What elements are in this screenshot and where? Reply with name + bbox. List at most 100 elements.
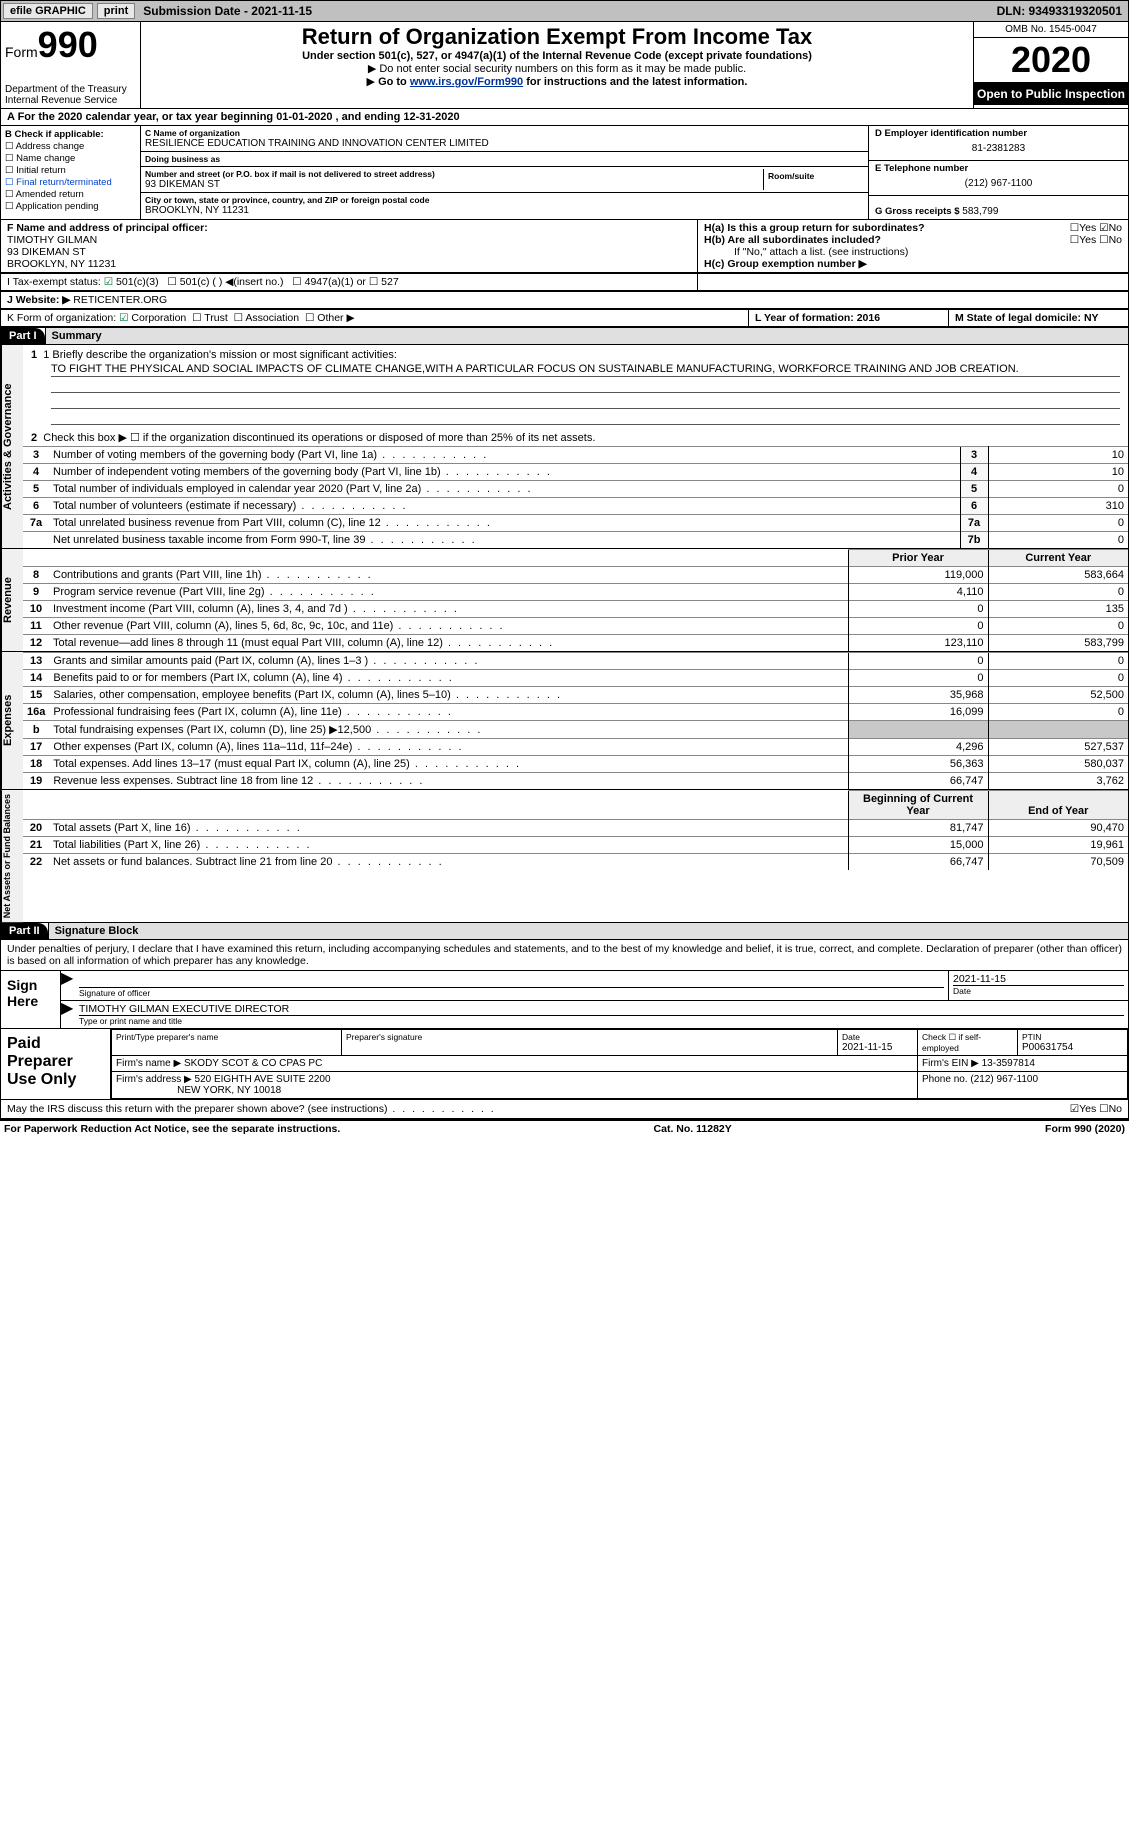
phone-label: E Telephone number [875,163,1122,174]
chk-501c[interactable]: 501(c) ( ) ◀(insert no.) [167,276,283,288]
sign-here-row: Sign Here ▶ Signature of officer 2021-11… [1,970,1128,1028]
tax-exempt-label: I Tax-exempt status: [7,276,101,288]
vlabel-governance: Activities & Governance [1,345,23,548]
chk-other[interactable]: Other ▶ [305,312,355,324]
chk-4947[interactable]: 4947(a)(1) or [292,276,366,288]
firm-ein: 13-3597814 [982,1058,1035,1069]
hb-note: If "No," attach a list. (see instruction… [704,246,1122,258]
table-row: 6 Total number of volunteers (estimate i… [23,498,1128,515]
form-number: 990 [38,24,98,65]
chk-trust[interactable]: Trust [192,312,228,324]
chk-amended[interactable]: Amended return [5,189,136,200]
table-row: b Total fundraising expenses (Part IX, c… [23,721,1128,739]
year-formation: L Year of formation: 2016 [755,312,880,324]
note2-pre: Go to [378,76,410,88]
paperwork-notice: For Paperwork Reduction Act Notice, see … [4,1123,340,1135]
chk-assoc[interactable]: Association [234,312,299,324]
instructions-link[interactable]: www.irs.gov/Form990 [410,76,523,88]
table-row: 12 Total revenue—add lines 8 through 11 … [23,635,1128,652]
firm-phone: (212) 967-1100 [970,1074,1038,1085]
table-row: 17 Other expenses (Part IX, column (A), … [23,739,1128,756]
sig-name: TIMOTHY GILMAN EXECUTIVE DIRECTOR [79,1003,1124,1015]
chk-name-change[interactable]: Name change [5,153,136,164]
table-row: 16a Professional fundraising fees (Part … [23,704,1128,721]
chk-final-return[interactable]: Final return/terminated [5,177,136,188]
block-d: D Employer identification number 81-2381… [868,126,1128,219]
table-row: 7a Total unrelated business revenue from… [23,515,1128,532]
table-row: Firm's address ▶ 520 EIGHTH AVE SUITE 22… [112,1072,1128,1099]
line1-label: 1 Briefly describe the organization's mi… [43,349,397,361]
omb-number: OMB No. 1545-0047 [974,22,1128,38]
sig-name-label: Type or print name and title [79,1015,1124,1026]
state-domicile: M State of legal domicile: NY [955,312,1099,324]
chk-address-change[interactable]: Address change [5,141,136,152]
firm-ein-label: Firm's EIN ▶ [922,1058,979,1069]
table-row: Print/Type preparer's name Preparer's si… [112,1030,1128,1056]
table-row: 9 Program service revenue (Part VIII, li… [23,584,1128,601]
instructions-note: Go to www.irs.gov/Form990 for instructio… [147,75,967,88]
dba-label: Doing business as [145,154,864,164]
sig-arrow-icon: ▶ [61,971,75,1000]
table-row: 8 Contributions and grants (Part VIII, l… [23,567,1128,584]
section-expenses: Expenses 13 Grants and similar amounts p… [0,652,1129,790]
self-employed-chk[interactable]: Check ☐ if self-employed [922,1032,1013,1053]
note2-post: for instructions and the latest informat… [523,76,747,88]
part2-badge: Part II [1,923,48,939]
row-i: I Tax-exempt status: 501(c)(3) 501(c) ( … [0,273,1129,291]
chk-initial-return[interactable]: Initial return [5,165,136,176]
table-governance: 3 Number of voting members of the govern… [23,446,1128,548]
website-value: RETICENTER.ORG [73,294,167,306]
table-row: Firm's name ▶ SKODY SCOT & CO CPAS PC Fi… [112,1056,1128,1072]
hb-label: H(b) Are all subordinates included? [704,234,881,246]
table-row: Net unrelated business taxable income fr… [23,532,1128,549]
chk-corp[interactable]: Corporation [119,312,186,324]
block-b: B Check if applicable: Address change Na… [1,126,141,219]
cat-number: Cat. No. 11282Y [654,1123,732,1135]
mission-blank3 [51,411,1120,425]
block-b-label: B Check if applicable: [5,129,136,140]
header-right: OMB No. 1545-0047 2020 Open to Public In… [973,22,1128,108]
table-row: 18 Total expenses. Add lines 13–17 (must… [23,756,1128,773]
print-button[interactable]: print [97,3,135,19]
hb-answer[interactable]: ☐Yes ☐No [1070,234,1122,246]
chk-527[interactable]: 527 [369,276,399,288]
dept-treasury: Department of the Treasury [5,84,136,95]
open-to-public: Open to Public Inspection [974,83,1128,105]
officer-addr1: 93 DIKEMAN ST [7,246,691,258]
ptin-label: PTIN [1022,1032,1123,1042]
sig-date-label: Date [953,985,1124,996]
ein-value: 81-2381283 [875,139,1122,158]
table-row: 20 Total assets (Part X, line 16)81,7479… [23,820,1128,837]
table-netassets: Beginning of Current YearEnd of Year 20 … [23,790,1128,870]
part1-title: Summary [45,328,1128,344]
chk-app-pending[interactable]: Application pending [5,201,136,212]
section-revenue: Revenue Prior YearCurrent Year 8 Contrib… [0,549,1129,652]
table-row: 4 Number of independent voting members o… [23,464,1128,481]
chk-501c3[interactable]: 501(c)(3) [104,276,159,288]
sig-officer-label: Signature of officer [79,987,944,998]
vlabel-netassets: Net Assets or Fund Balances [1,790,23,922]
mission-text: TO FIGHT THE PHYSICAL AND SOCIAL IMPACTS… [51,363,1120,377]
ein-label: D Employer identification number [875,128,1122,139]
city-value: BROOKLYN, NY 11231 [145,205,864,216]
officer-name: TIMOTHY GILMAN [7,234,691,246]
discuss-row: May the IRS discuss this return with the… [1,1099,1128,1118]
discuss-answer[interactable]: ☑Yes ☐No [1070,1103,1122,1115]
city-label: City or town, state or province, country… [145,195,864,205]
ha-answer[interactable]: ☐Yes ☑No [1070,222,1122,234]
section-governance: Activities & Governance 1 1 Briefly desc… [0,345,1129,549]
perjury-declaration: Under penalties of perjury, I declare th… [1,940,1128,970]
prep-name-label: Print/Type preparer's name [116,1032,337,1042]
mission-blank2 [51,395,1120,409]
header-title-block: Return of Organization Exempt From Incom… [141,22,973,108]
page-footer: For Paperwork Reduction Act Notice, see … [0,1119,1129,1137]
form-header: Form990 Department of the Treasury Inter… [0,22,1129,109]
ha-label: H(a) Is this a group return for subordin… [704,222,925,234]
org-name: RESILIENCE EDUCATION TRAINING AND INNOVA… [145,138,864,149]
gross-label: G Gross receipts $ [875,206,959,217]
firm-name-label: Firm's name ▶ [116,1058,181,1069]
room-label: Room/suite [768,171,860,181]
table-row: 5 Total number of individuals employed i… [23,481,1128,498]
line2-text: Check this box ▶ ☐ if the organization d… [43,432,595,444]
table-row: 11 Other revenue (Part VIII, column (A),… [23,618,1128,635]
